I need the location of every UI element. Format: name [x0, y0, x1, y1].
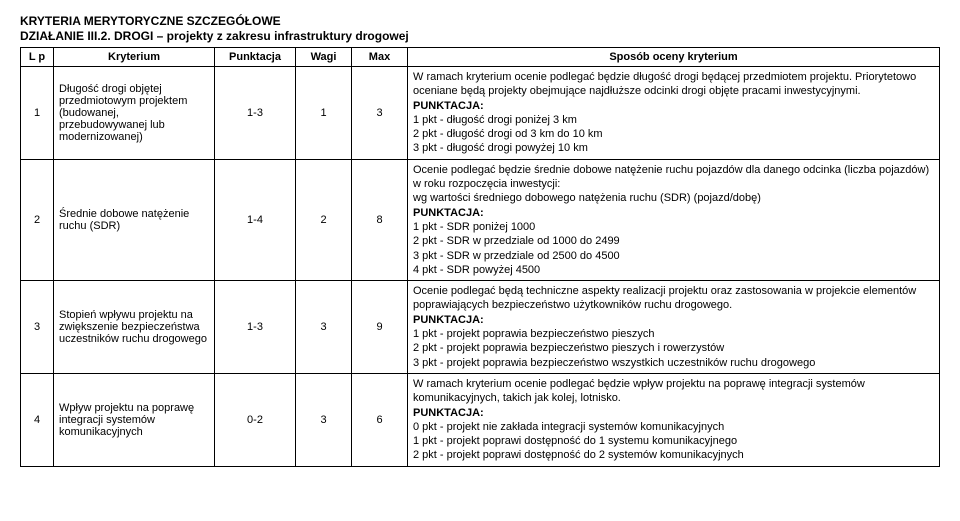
table-row: 4Wpływ projektu na poprawę integracji sy… — [21, 373, 940, 466]
sposob-intro: Ocenie podlegać będzie średnie dobowe na… — [413, 163, 934, 192]
table-body: 1Długość drogi objętej przedmiotowym pro… — [21, 67, 940, 467]
cell-wagi: 3 — [296, 373, 352, 466]
cell-max: 9 — [352, 281, 408, 374]
cell-sposob: Ocenie podlegać będą techniczne aspekty … — [408, 281, 940, 374]
col-header-sposob: Sposób oceny kryterium — [408, 48, 940, 67]
sposob-extra: wg wartości średniego dobowego natężenia… — [413, 191, 934, 205]
cell-punktacja: 1-3 — [215, 281, 296, 374]
col-header-kryterium: Kryterium — [54, 48, 215, 67]
punktacja-point: 2 pkt - projekt poprawi dostępność do 2 … — [413, 448, 934, 462]
cell-wagi: 1 — [296, 67, 352, 160]
table-header-row: L p Kryterium Punktacja Wagi Max Sposób … — [21, 48, 940, 67]
sposob-intro: Ocenie podlegać będą techniczne aspekty … — [413, 284, 934, 313]
punktacja-point: 1 pkt - projekt poprawi dostępność do 1 … — [413, 434, 934, 448]
cell-sposob: W ramach kryterium ocenie podlegać będzi… — [408, 67, 940, 160]
cell-kryterium: Wpływ projektu na poprawę integracji sys… — [54, 373, 215, 466]
cell-sposob: Ocenie podlegać będzie średnie dobowe na… — [408, 159, 940, 280]
punktacja-point: 1 pkt - SDR poniżej 1000 — [413, 220, 934, 234]
cell-kryterium: Długość drogi objętej przedmiotowym proj… — [54, 67, 215, 160]
punktacja-point: 3 pkt - projekt poprawia bezpieczeństwo … — [413, 356, 934, 370]
cell-punktacja: 1-3 — [215, 67, 296, 160]
cell-punktacja: 1-4 — [215, 159, 296, 280]
punktacja-point: 2 pkt - projekt poprawia bezpieczeństwo … — [413, 341, 934, 355]
table-row: 1Długość drogi objętej przedmiotowym pro… — [21, 67, 940, 160]
punktacja-point: 0 pkt - projekt nie zakłada integracji s… — [413, 420, 934, 434]
cell-max: 6 — [352, 373, 408, 466]
cell-max: 8 — [352, 159, 408, 280]
cell-lp: 2 — [21, 159, 54, 280]
punktacja-point: 3 pkt - SDR w przedziale od 2500 do 4500 — [413, 249, 934, 263]
punktacja-label: PUNKTACJA: — [413, 206, 934, 220]
col-header-max: Max — [352, 48, 408, 67]
punktacja-point: 2 pkt - SDR w przedziale od 1000 do 2499 — [413, 234, 934, 248]
cell-kryterium: Średnie dobowe natężenie ruchu (SDR) — [54, 159, 215, 280]
cell-lp: 4 — [21, 373, 54, 466]
header-title-2: DZIAŁANIE III.2. DROGI – projekty z zakr… — [20, 29, 940, 43]
sposob-intro: W ramach kryterium ocenie podlegać będzi… — [413, 377, 934, 406]
punktacja-point: 1 pkt - projekt poprawia bezpieczeństwo … — [413, 327, 934, 341]
cell-wagi: 3 — [296, 281, 352, 374]
cell-wagi: 2 — [296, 159, 352, 280]
punktacja-point: 4 pkt - SDR powyżej 4500 — [413, 263, 934, 277]
table-row: 2Średnie dobowe natężenie ruchu (SDR)1-4… — [21, 159, 940, 280]
punktacja-label: PUNKTACJA: — [413, 406, 934, 420]
punktacja-label: PUNKTACJA: — [413, 99, 934, 113]
criteria-table: L p Kryterium Punktacja Wagi Max Sposób … — [20, 47, 940, 467]
col-header-lp: L p — [21, 48, 54, 67]
sposob-intro: W ramach kryterium ocenie podlegać będzi… — [413, 70, 934, 99]
punktacja-point: 2 pkt - długość drogi od 3 km do 10 km — [413, 127, 934, 141]
punktacja-point: 3 pkt - długość drogi powyżej 10 km — [413, 141, 934, 155]
punktacja-label: PUNKTACJA: — [413, 313, 934, 327]
cell-sposob: W ramach kryterium ocenie podlegać będzi… — [408, 373, 940, 466]
cell-lp: 3 — [21, 281, 54, 374]
cell-punktacja: 0-2 — [215, 373, 296, 466]
cell-kryterium: Stopień wpływu projektu na zwiększenie b… — [54, 281, 215, 374]
table-row: 3Stopień wpływu projektu na zwiększenie … — [21, 281, 940, 374]
cell-lp: 1 — [21, 67, 54, 160]
col-header-wagi: Wagi — [296, 48, 352, 67]
cell-max: 3 — [352, 67, 408, 160]
header-title-1: KRYTERIA MERYTORYCZNE SZCZEGÓŁOWE — [20, 14, 940, 28]
punktacja-point: 1 pkt - długość drogi poniżej 3 km — [413, 113, 934, 127]
col-header-punktacja: Punktacja — [215, 48, 296, 67]
